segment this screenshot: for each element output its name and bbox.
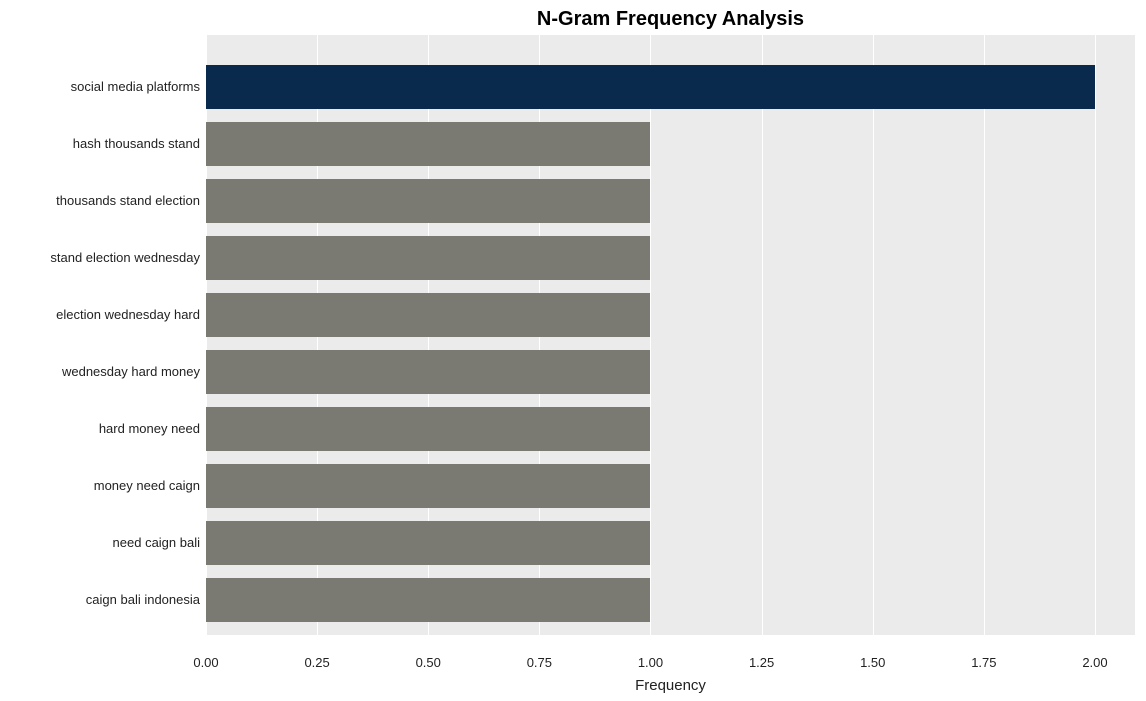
y-tick-label: money need caign xyxy=(94,478,200,493)
y-tick-label: stand election wednesday xyxy=(50,250,200,265)
x-axis-label: Frequency xyxy=(206,677,1135,694)
grid-vertical-line xyxy=(1095,35,1096,635)
x-tick-label: 0.00 xyxy=(193,655,218,670)
x-tick-label: 0.50 xyxy=(416,655,441,670)
y-tick-label: social media platforms xyxy=(71,79,200,94)
x-tick-label: 1.00 xyxy=(638,655,663,670)
x-tick-label: 1.25 xyxy=(749,655,774,670)
bar xyxy=(206,578,650,622)
y-tick-label: wednesday hard money xyxy=(62,364,200,379)
x-tick-label: 2.00 xyxy=(1082,655,1107,670)
y-tick-label: caign bali indonesia xyxy=(86,592,200,607)
x-tick-label: 1.50 xyxy=(860,655,885,670)
y-tick-label: election wednesday hard xyxy=(56,307,200,322)
bar xyxy=(206,464,650,508)
bar xyxy=(206,179,650,223)
grid-vertical-line xyxy=(873,35,874,635)
bar xyxy=(206,407,650,451)
plot-area xyxy=(206,35,1135,635)
bar xyxy=(206,350,650,394)
y-tick-label: thousands stand election xyxy=(56,193,200,208)
bar xyxy=(206,65,1095,109)
y-tick-label: need caign bali xyxy=(113,535,200,550)
bar xyxy=(206,236,650,280)
bar xyxy=(206,521,650,565)
grid-vertical-line xyxy=(650,35,651,635)
grid-vertical-line xyxy=(984,35,985,635)
bar xyxy=(206,122,650,166)
x-tick-label: 1.75 xyxy=(971,655,996,670)
chart-title: N-Gram Frequency Analysis xyxy=(206,8,1135,31)
grid-vertical-line xyxy=(762,35,763,635)
x-tick-label: 0.75 xyxy=(527,655,552,670)
x-tick-label: 0.25 xyxy=(304,655,329,670)
bar xyxy=(206,293,650,337)
y-tick-label: hash thousands stand xyxy=(73,136,200,151)
chart-container: N-Gram Frequency Analysis Frequency soci… xyxy=(0,0,1146,701)
y-tick-label: hard money need xyxy=(99,421,200,436)
